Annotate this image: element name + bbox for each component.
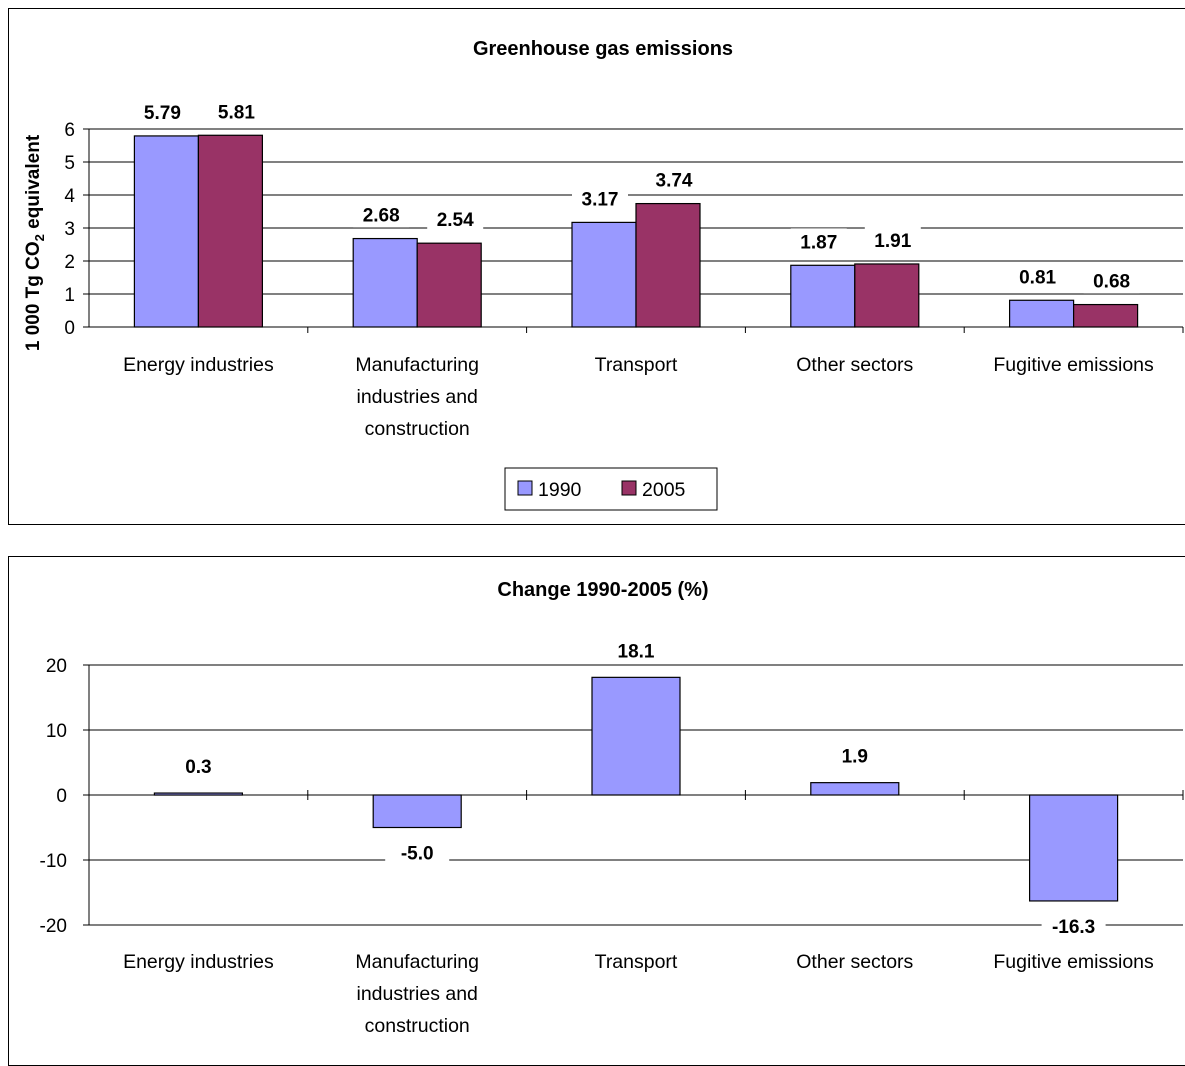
data-label: 0.81 bbox=[1019, 267, 1056, 288]
data-label-bg bbox=[353, 201, 410, 228]
data-label-bg bbox=[646, 166, 702, 193]
change-chart: Change 1990-2005 (%) -20 -10 0 10 20 0.3 Energy… bbox=[40, 579, 1184, 1037]
x-category-label: Transport bbox=[595, 951, 678, 973]
bar bbox=[372, 794, 462, 829]
y-tick-label: 6 bbox=[64, 120, 75, 141]
data-label: 2.54 bbox=[437, 210, 474, 231]
data-label-bg bbox=[1083, 267, 1140, 294]
legend-box bbox=[504, 467, 718, 511]
chart-title: Greenhouse gas emissions bbox=[473, 38, 733, 60]
bar-1990 bbox=[352, 237, 418, 328]
y-axis-label: 1 000 Tg CO2 equivalent bbox=[23, 134, 47, 351]
y-tick-label: 20 bbox=[46, 656, 67, 677]
data-label: 1.91 bbox=[874, 231, 911, 252]
x-category-label: construction bbox=[365, 418, 470, 440]
x-category-label: Fugitive emissions bbox=[993, 951, 1154, 973]
bar-1990 bbox=[133, 135, 200, 328]
data-label: 2.68 bbox=[363, 206, 400, 227]
y-axis-label-main: 1 000 Tg CO bbox=[23, 241, 44, 351]
bar-2005 bbox=[416, 242, 482, 328]
x-category-label: Energy industries bbox=[123, 951, 274, 973]
bar-2005 bbox=[1072, 303, 1139, 328]
bar-2005 bbox=[854, 263, 920, 328]
data-label-bg bbox=[166, 753, 231, 780]
data-label: 3.17 bbox=[582, 189, 619, 210]
data-label: 3.74 bbox=[656, 171, 693, 192]
y-tick-label: 2 bbox=[64, 252, 75, 273]
change-chart-panel: Change 1990-2005 (%) -20 -10 0 10 20 0.3 Energy… bbox=[8, 556, 1185, 1066]
data-label-bg bbox=[1041, 912, 1106, 939]
bar-2005 bbox=[197, 134, 263, 328]
emissions-chart: Greenhouse gas emissions 0 1 2 3 4 5 6 1 000 Tg … bbox=[23, 38, 1184, 511]
data-label: -5.0 bbox=[401, 844, 434, 865]
data-label: 1.9 bbox=[842, 747, 868, 768]
emissions-chart-panel: Greenhouse gas emissions 0 1 2 3 4 5 6 1 000 Tg … bbox=[8, 8, 1185, 525]
data-label: 0.3 bbox=[185, 757, 211, 778]
legend-swatch-1990 bbox=[517, 480, 533, 496]
y-tick-label: 10 bbox=[46, 721, 67, 742]
y-axis-label-subscript: 2 bbox=[32, 234, 47, 241]
x-category-label: Manufacturing bbox=[355, 951, 479, 973]
x-category-label: industries and bbox=[356, 983, 477, 1005]
bar-2005 bbox=[635, 202, 701, 328]
legend-swatch-2005 bbox=[621, 480, 637, 496]
bar-1990 bbox=[571, 221, 637, 328]
y-tick-label: 1 bbox=[64, 285, 75, 306]
data-label-bg bbox=[385, 839, 450, 866]
x-category-label: Other sectors bbox=[796, 951, 913, 973]
y-tick-label: 0 bbox=[64, 318, 75, 339]
chart-title: Change 1990-2005 (%) bbox=[497, 579, 708, 601]
data-label-bg bbox=[427, 206, 484, 233]
y-axis-label-suffix: equivalent bbox=[23, 134, 44, 234]
y-tick-label: 0 bbox=[56, 786, 67, 807]
data-label-bg bbox=[604, 637, 668, 664]
data-label: 1.87 bbox=[800, 232, 837, 253]
data-label: -16.3 bbox=[1052, 917, 1095, 938]
data-label-bg bbox=[864, 226, 921, 253]
data-label-bg bbox=[134, 98, 191, 125]
legend-label-2005: 2005 bbox=[642, 479, 686, 501]
y-tick-label: -20 bbox=[40, 916, 67, 937]
bar-1990 bbox=[1008, 299, 1075, 328]
data-label-bg bbox=[790, 228, 847, 255]
legend-label-1990: 1990 bbox=[538, 479, 582, 501]
x-category-label: Transport bbox=[595, 354, 678, 376]
y-tick-label: 4 bbox=[64, 186, 75, 207]
bar bbox=[591, 676, 681, 796]
x-category-label: Other sectors bbox=[796, 354, 913, 376]
x-category-label: Fugitive emissions bbox=[993, 354, 1154, 376]
bar bbox=[810, 782, 900, 796]
data-label-bg bbox=[1009, 263, 1066, 290]
data-label: 0.68 bbox=[1093, 272, 1130, 293]
y-tick-label: 3 bbox=[64, 219, 75, 240]
bar-1990 bbox=[790, 264, 856, 328]
x-category-label: Energy industries bbox=[123, 354, 274, 376]
x-category-label: industries and bbox=[356, 386, 477, 408]
data-label: 18.1 bbox=[618, 641, 655, 662]
x-category-label: construction bbox=[365, 1015, 470, 1037]
data-label-bg bbox=[208, 98, 265, 125]
y-tick-label: 5 bbox=[64, 153, 75, 174]
data-label-bg bbox=[572, 185, 628, 212]
x-category-label: Manufacturing bbox=[355, 354, 479, 376]
bar bbox=[1028, 794, 1119, 902]
data-label: 5.79 bbox=[144, 103, 181, 124]
data-label-bg bbox=[822, 742, 887, 769]
y-tick-label: -10 bbox=[40, 851, 67, 872]
data-label: 5.81 bbox=[218, 102, 255, 123]
